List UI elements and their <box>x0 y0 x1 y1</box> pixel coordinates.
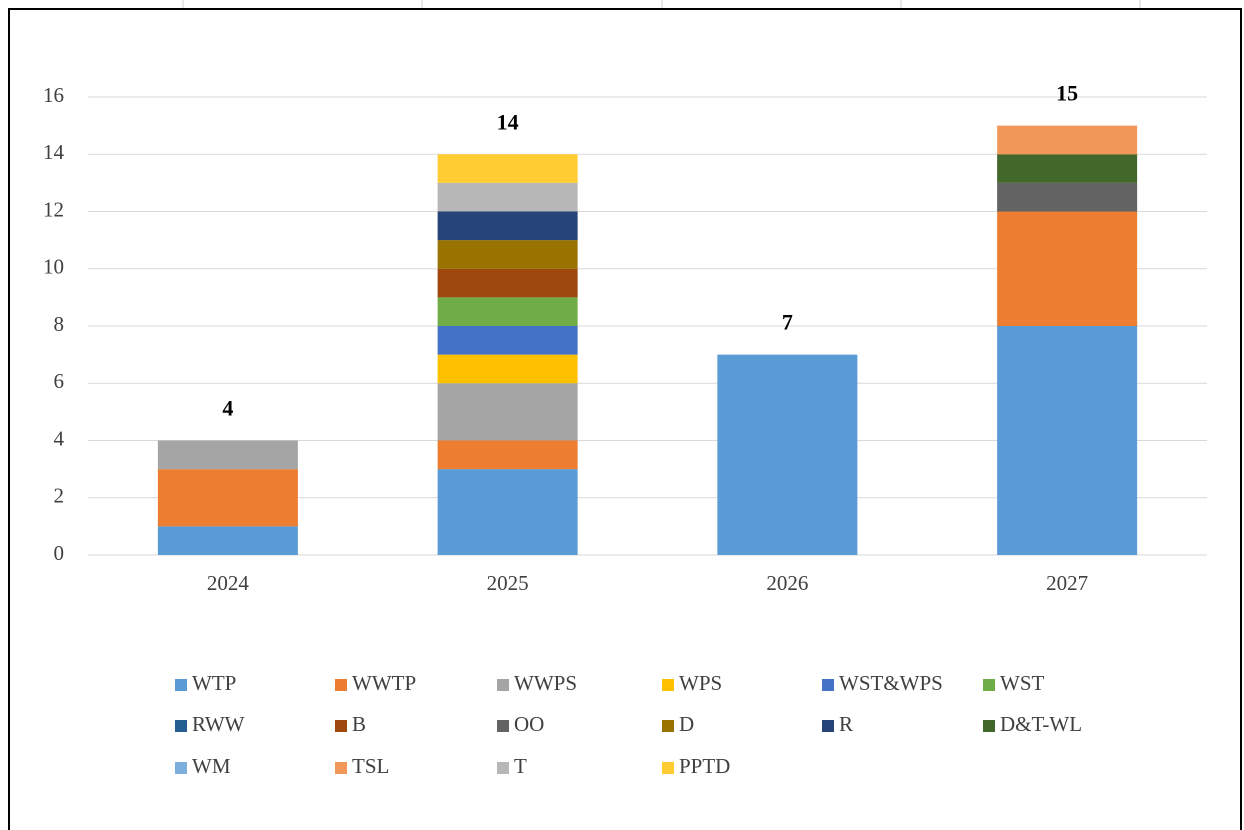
bar-segment <box>437 297 578 326</box>
legend-swatch <box>662 762 674 774</box>
legend-label: R <box>839 712 853 736</box>
bar-segment <box>437 440 578 470</box>
bar-segment <box>997 182 1138 212</box>
legend-label: T <box>514 754 527 778</box>
total-label: 14 <box>497 109 519 134</box>
legend-label: D <box>679 712 694 736</box>
legend-swatch <box>662 720 674 732</box>
bar-segment <box>437 211 578 241</box>
legend-swatch <box>662 679 674 691</box>
legend-swatch <box>175 679 187 691</box>
bar-segment <box>437 354 578 384</box>
legend-label: OO <box>514 712 544 736</box>
x-tick-label: 2024 <box>207 571 250 595</box>
legend-swatch <box>335 762 347 774</box>
bar-segment <box>437 268 578 298</box>
legend-label: WWTP <box>352 671 416 695</box>
bar-segment <box>717 354 858 555</box>
bar-segment <box>437 182 578 212</box>
total-label: 7 <box>782 310 793 335</box>
y-tick-label: 16 <box>43 83 64 107</box>
y-tick-label: 10 <box>43 255 64 279</box>
legend-label: PPTD <box>679 754 730 778</box>
y-tick-label: 8 <box>54 312 65 336</box>
legend-swatch <box>335 720 347 732</box>
y-tick-label: 2 <box>54 484 65 508</box>
legend-label: WM <box>192 754 231 778</box>
legend-label: WST&WPS <box>839 671 943 695</box>
bar-segment <box>157 440 298 470</box>
total-label: 15 <box>1056 81 1078 106</box>
bar-segment <box>997 211 1138 326</box>
bar-segment <box>437 383 578 441</box>
y-tick-label: 0 <box>54 541 65 565</box>
x-tick-label: 2025 <box>487 571 529 595</box>
y-tick-label: 6 <box>54 369 65 393</box>
legend-swatch <box>497 720 509 732</box>
bar-segment <box>437 326 578 355</box>
y-tick-label: 14 <box>43 140 65 164</box>
legend-label: WWPS <box>514 671 577 695</box>
legend-swatch <box>822 720 834 732</box>
legend-label: WST <box>1000 671 1045 695</box>
legend-swatch <box>335 679 347 691</box>
bar-segment <box>997 154 1138 183</box>
legend-label: D&T-WL <box>1000 712 1082 736</box>
bar-segment <box>157 526 298 555</box>
bar-segment <box>437 154 578 183</box>
legend-label: WPS <box>679 671 722 695</box>
bar-segment <box>997 326 1138 555</box>
y-tick-label: 4 <box>54 426 65 450</box>
legend-swatch <box>175 762 187 774</box>
bar-segment <box>437 469 578 555</box>
legend-label: TSL <box>352 754 389 778</box>
legend-swatch <box>497 679 509 691</box>
legend-swatch <box>175 720 187 732</box>
bar-segment <box>997 125 1138 155</box>
legend-swatch <box>497 762 509 774</box>
legend-swatch <box>822 679 834 691</box>
x-tick-label: 2027 <box>1046 571 1088 595</box>
bar-segment <box>157 469 298 527</box>
legend-label: RWW <box>192 712 245 736</box>
y-tick-label: 12 <box>43 197 64 221</box>
legend-label: WTP <box>192 671 236 695</box>
legend-swatch <box>983 679 995 691</box>
bar-segment <box>437 240 578 269</box>
x-tick-label: 2026 <box>766 571 808 595</box>
legend-label: B <box>352 712 366 736</box>
total-label: 4 <box>222 396 233 421</box>
legend-swatch <box>983 720 995 732</box>
